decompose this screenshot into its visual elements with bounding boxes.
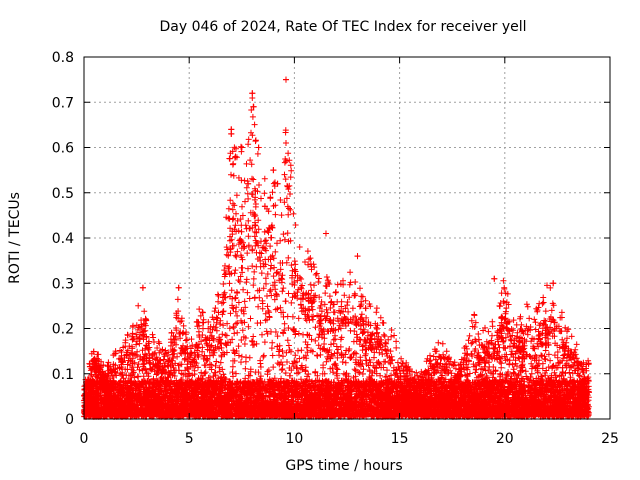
y-tick-label: 0.4 — [52, 231, 74, 247]
roti-point-peak — [282, 76, 289, 83]
x-tick-label: 25 — [601, 431, 619, 447]
y-tick-label: 0.1 — [52, 367, 74, 383]
roti-point-peak — [238, 144, 245, 151]
y-tick-label: 0.2 — [52, 322, 74, 338]
roti-point-peak — [322, 230, 329, 237]
y-tick-label: 0.5 — [52, 186, 74, 202]
x-tick-label: 15 — [391, 431, 409, 447]
roti-point-peak — [228, 130, 235, 137]
roti-point-peak — [232, 153, 239, 160]
roti-point-peak — [354, 253, 361, 260]
roti-point-peak — [550, 280, 557, 287]
x-tick-label: 5 — [185, 431, 194, 447]
roti-point-peak — [274, 180, 281, 187]
roti-point-peak — [249, 90, 256, 97]
x-tick-label: 20 — [496, 431, 514, 447]
x-tick-label: 0 — [80, 431, 89, 447]
data-points — [81, 76, 592, 420]
chart-title: Day 046 of 2024, Rate Of TEC Index for r… — [159, 19, 526, 35]
y-tick-label: 0 — [65, 412, 74, 428]
axis-ticks: 0 0.1 0.2 0.3 0.4 0.5 0.6 0.7 0.8 0 5 10 15 20 25 — [52, 50, 619, 447]
roti-point-peak — [255, 144, 262, 151]
y-tick-label: 0.6 — [52, 141, 74, 157]
roti-point-peak — [175, 284, 182, 291]
y-tick-label: 0.3 — [52, 276, 74, 292]
roti-point-peak — [245, 180, 252, 187]
y-tick-label: 0.8 — [52, 50, 74, 66]
roti-point-peak — [270, 167, 277, 174]
roti-point-peak — [282, 139, 289, 146]
y-tick-label: 0.7 — [52, 95, 74, 111]
roti-point-peak — [491, 275, 498, 282]
y-axis-label: ROTI / TECUs — [7, 192, 23, 284]
roti-point-peak — [250, 103, 257, 110]
roti-point-peak — [282, 158, 289, 165]
roti-points — [81, 76, 592, 420]
roti-point-peak — [139, 284, 146, 291]
x-tick-label: 10 — [285, 431, 303, 447]
x-axis-label: GPS time / hours — [285, 458, 402, 474]
roti-point-peak — [261, 203, 268, 210]
